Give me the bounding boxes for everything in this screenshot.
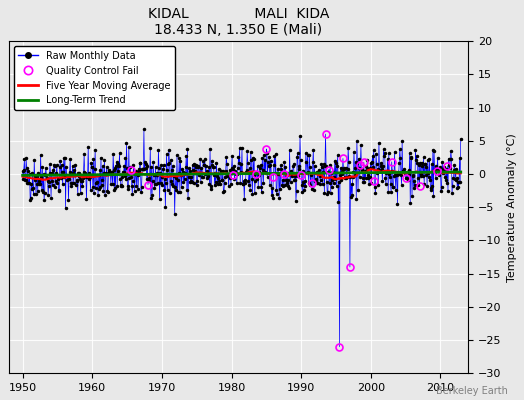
Y-axis label: Temperature Anomaly (°C): Temperature Anomaly (°C) <box>507 133 517 282</box>
Title: KIDAL               MALI  KIDA
18.433 N, 1.350 E (Mali): KIDAL MALI KIDA 18.433 N, 1.350 E (Mali) <box>148 7 329 37</box>
Legend: Raw Monthly Data, Quality Control Fail, Five Year Moving Average, Long-Term Tren: Raw Monthly Data, Quality Control Fail, … <box>14 46 175 110</box>
Text: Berkeley Earth: Berkeley Earth <box>436 386 508 396</box>
